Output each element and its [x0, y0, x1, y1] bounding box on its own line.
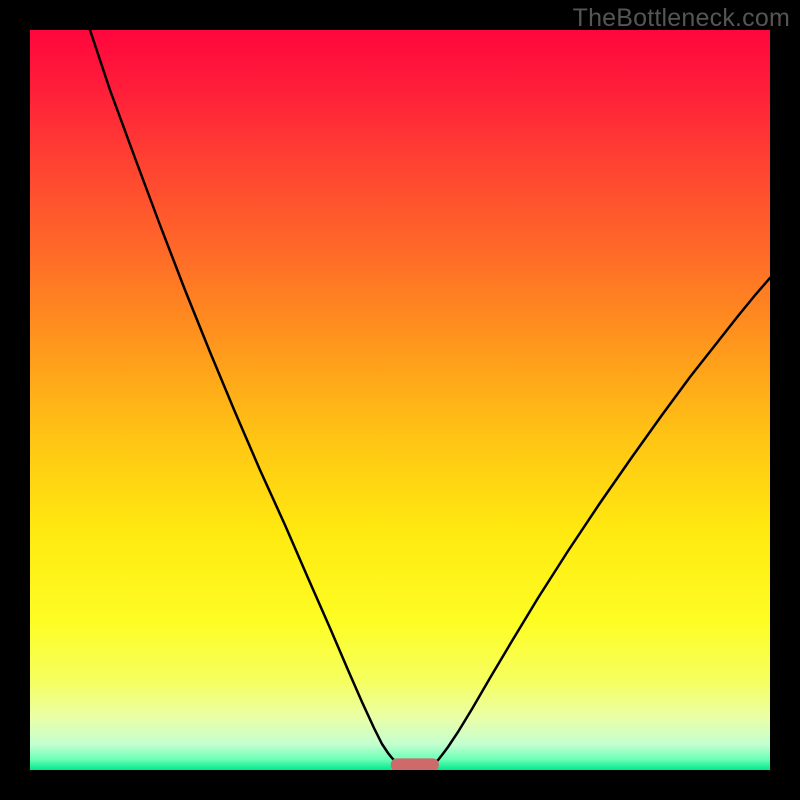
watermark-text: TheBottleneck.com — [573, 4, 790, 33]
gradient-background — [30, 30, 770, 770]
plot-area — [30, 30, 770, 770]
plot-svg — [30, 30, 770, 770]
min-marker — [391, 758, 439, 770]
